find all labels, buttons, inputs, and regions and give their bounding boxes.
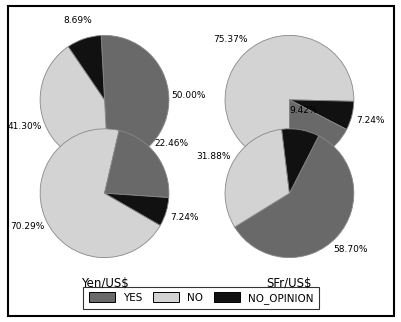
- Wedge shape: [225, 35, 353, 164]
- Text: 17.39%: 17.39%: [315, 167, 349, 176]
- Text: 8.69%: 8.69%: [63, 16, 92, 25]
- Title: Yen/US$: Yen/US$: [81, 277, 128, 289]
- Wedge shape: [40, 47, 107, 164]
- Text: 7.24%: 7.24%: [355, 116, 384, 125]
- Title: US$/BP: US$/BP: [83, 183, 126, 196]
- Wedge shape: [40, 129, 160, 258]
- Text: 58.70%: 58.70%: [333, 245, 367, 254]
- Title: SFr/US$: SFr/US$: [266, 277, 312, 289]
- Wedge shape: [281, 129, 318, 193]
- Wedge shape: [104, 130, 168, 198]
- Text: 41.30%: 41.30%: [8, 122, 42, 131]
- Wedge shape: [289, 100, 353, 129]
- Text: 75.37%: 75.37%: [213, 35, 247, 44]
- Text: 9.42%: 9.42%: [289, 106, 318, 115]
- Wedge shape: [101, 35, 168, 164]
- Wedge shape: [104, 193, 168, 225]
- Wedge shape: [225, 129, 289, 227]
- Text: 50.00%: 50.00%: [170, 91, 205, 100]
- Title: DM/US$: DM/US$: [265, 183, 312, 196]
- Legend: YES, NO, NO_OPINION: YES, NO, NO_OPINION: [83, 287, 318, 309]
- Text: 22.46%: 22.46%: [154, 139, 188, 148]
- Wedge shape: [68, 35, 104, 100]
- Wedge shape: [234, 136, 353, 258]
- Wedge shape: [289, 100, 346, 164]
- Text: 7.24%: 7.24%: [170, 213, 198, 222]
- Text: 31.88%: 31.88%: [196, 152, 231, 161]
- Text: 70.29%: 70.29%: [10, 222, 45, 231]
